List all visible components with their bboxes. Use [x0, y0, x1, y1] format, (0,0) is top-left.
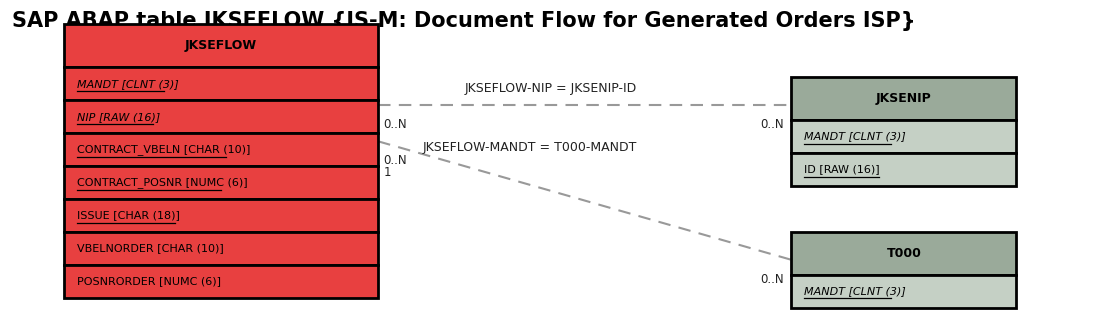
- Text: 0..N: 0..N: [383, 118, 407, 131]
- Text: VBELNORDER [CHAR (10)]: VBELNORDER [CHAR (10)]: [76, 243, 223, 253]
- Text: ID [RAW (16)]: ID [RAW (16)]: [804, 164, 880, 174]
- FancyBboxPatch shape: [791, 120, 1017, 153]
- FancyBboxPatch shape: [64, 265, 378, 298]
- Text: POSNRORDER [NUMC (6)]: POSNRORDER [NUMC (6)]: [76, 276, 221, 286]
- Text: JKSEFLOW-NIP = JKSENIP-ID: JKSEFLOW-NIP = JKSENIP-ID: [464, 82, 636, 95]
- FancyBboxPatch shape: [64, 25, 378, 67]
- Text: 0..N: 0..N: [383, 154, 407, 167]
- FancyBboxPatch shape: [791, 275, 1017, 307]
- FancyBboxPatch shape: [64, 166, 378, 199]
- Text: SAP ABAP table JKSEFLOW {IS-M: Document Flow for Generated Orders ISP}: SAP ABAP table JKSEFLOW {IS-M: Document …: [12, 11, 915, 31]
- FancyBboxPatch shape: [791, 77, 1017, 120]
- Text: CONTRACT_VBELN [CHAR (10)]: CONTRACT_VBELN [CHAR (10)]: [76, 144, 250, 155]
- Text: JKSEFLOW-MANDT = T000-MANDT: JKSEFLOW-MANDT = T000-MANDT: [422, 141, 636, 154]
- Text: CONTRACT_POSNR [NUMC (6)]: CONTRACT_POSNR [NUMC (6)]: [76, 177, 248, 188]
- FancyBboxPatch shape: [791, 232, 1017, 275]
- Text: JKSEFLOW: JKSEFLOW: [185, 39, 257, 52]
- Text: MANDT [CLNT (3)]: MANDT [CLNT (3)]: [76, 79, 179, 89]
- Text: MANDT [CLNT (3)]: MANDT [CLNT (3)]: [804, 286, 906, 296]
- FancyBboxPatch shape: [64, 133, 378, 166]
- FancyBboxPatch shape: [64, 67, 378, 100]
- Text: NIP [RAW (16)]: NIP [RAW (16)]: [76, 112, 160, 122]
- Text: 0..N: 0..N: [760, 118, 785, 131]
- Text: 0..N: 0..N: [760, 273, 785, 286]
- Text: ISSUE [CHAR (18)]: ISSUE [CHAR (18)]: [76, 210, 180, 220]
- Text: MANDT [CLNT (3)]: MANDT [CLNT (3)]: [804, 131, 906, 141]
- Text: JKSENIP: JKSENIP: [876, 92, 932, 105]
- FancyBboxPatch shape: [64, 199, 378, 232]
- FancyBboxPatch shape: [64, 100, 378, 133]
- Text: 1: 1: [383, 166, 391, 179]
- FancyBboxPatch shape: [64, 232, 378, 265]
- Text: T000: T000: [886, 247, 922, 260]
- FancyBboxPatch shape: [791, 153, 1017, 186]
